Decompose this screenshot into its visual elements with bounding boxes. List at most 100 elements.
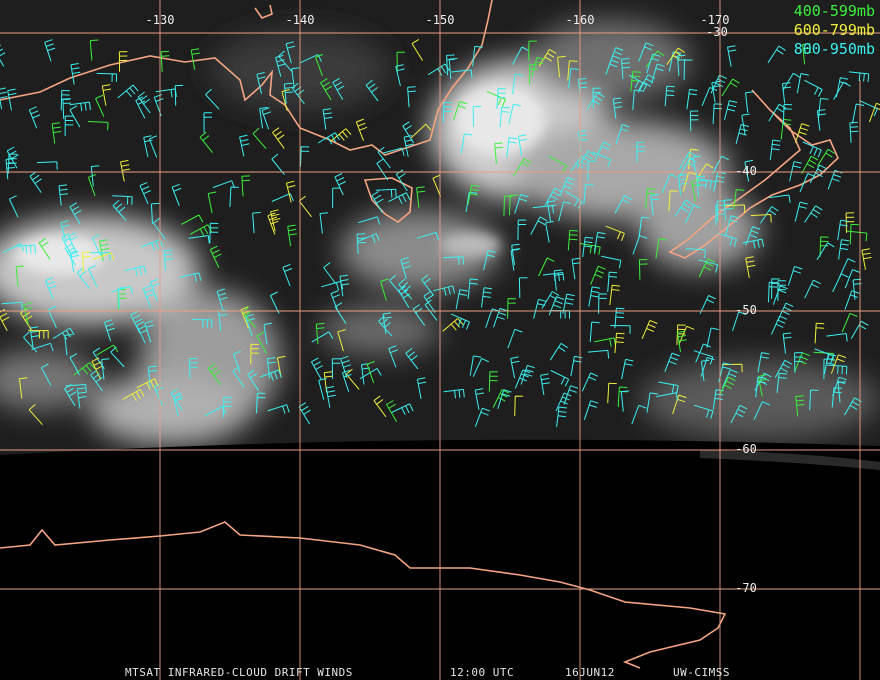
wind-barb bbox=[117, 84, 139, 99]
wind-barb bbox=[796, 73, 809, 94]
wind-barb bbox=[735, 124, 749, 145]
longitude-label: -130 bbox=[146, 13, 175, 27]
wind-barb bbox=[287, 224, 297, 247]
wind-barb bbox=[592, 87, 602, 109]
wind-barb bbox=[512, 73, 523, 95]
wind-barb bbox=[538, 257, 555, 277]
wind-barb bbox=[450, 313, 470, 330]
wind-barb bbox=[317, 132, 340, 145]
wind-barb bbox=[70, 63, 81, 85]
wind-barb bbox=[256, 72, 266, 94]
wind-barb bbox=[321, 280, 344, 291]
wind-barb bbox=[416, 186, 426, 208]
wind-barb bbox=[804, 205, 823, 223]
wind-barb bbox=[511, 46, 530, 65]
wind-barb bbox=[283, 82, 294, 104]
wind-barb bbox=[2, 243, 25, 254]
longitude-label: -140 bbox=[286, 13, 315, 27]
wind-barb bbox=[96, 72, 118, 82]
latitude-label: -50 bbox=[735, 303, 757, 317]
wind-barb bbox=[844, 269, 861, 289]
wind-barb bbox=[846, 230, 868, 242]
wind-barb bbox=[179, 272, 202, 282]
wind-barb bbox=[261, 107, 272, 130]
wind-barb bbox=[651, 63, 665, 84]
wind-barb bbox=[593, 231, 606, 253]
wind-barb bbox=[95, 94, 105, 117]
wind-barb bbox=[586, 92, 605, 110]
wind-barb bbox=[460, 133, 473, 154]
wind-barb bbox=[590, 265, 606, 285]
wind-barb bbox=[839, 258, 856, 278]
wind-barb bbox=[794, 352, 810, 372]
legend-entry: 400-599mb bbox=[794, 2, 875, 20]
wind-barb bbox=[621, 58, 631, 80]
wind-barb bbox=[110, 285, 133, 294]
wind-barb bbox=[87, 265, 98, 288]
wind-barb bbox=[232, 350, 242, 373]
wind-barb bbox=[727, 45, 737, 67]
wind-barb bbox=[391, 403, 414, 416]
wind-barb bbox=[47, 306, 57, 329]
wind-barb bbox=[395, 64, 405, 87]
wind-barb bbox=[389, 274, 403, 297]
wind-barb bbox=[646, 53, 661, 74]
wind-barb bbox=[689, 110, 699, 132]
wind-barb bbox=[614, 195, 632, 214]
wind-barb bbox=[528, 40, 537, 62]
wind-barb bbox=[377, 146, 391, 169]
wind-barb bbox=[567, 60, 578, 81]
wind-barb bbox=[416, 232, 439, 241]
wind-barb bbox=[672, 394, 687, 415]
wind-barb bbox=[677, 54, 686, 76]
wind-barb bbox=[396, 51, 406, 73]
wind-barb bbox=[143, 135, 153, 158]
wind-barb bbox=[407, 86, 416, 108]
wind-barb bbox=[844, 290, 860, 310]
wind-barb bbox=[170, 388, 183, 411]
wind-barb bbox=[15, 265, 25, 287]
wind-barb bbox=[755, 376, 766, 398]
wind-barb bbox=[700, 357, 715, 377]
wind-barb bbox=[594, 141, 612, 161]
wind-barb bbox=[7, 88, 17, 111]
wind-barb bbox=[373, 395, 387, 418]
wind-barb bbox=[242, 306, 256, 328]
wind-barb bbox=[587, 349, 610, 359]
wind-barb bbox=[23, 331, 38, 353]
wind-barb bbox=[340, 355, 352, 379]
wind-barb bbox=[96, 344, 119, 356]
wind-barb bbox=[508, 103, 522, 124]
wind-barb bbox=[658, 381, 679, 394]
wind-barb bbox=[203, 112, 213, 133]
wind-barb bbox=[282, 263, 293, 287]
wind-barb bbox=[768, 281, 778, 303]
wind-barb bbox=[684, 204, 702, 224]
wind-barb bbox=[28, 404, 43, 426]
wind-barb bbox=[831, 387, 843, 408]
wind-barb bbox=[229, 186, 239, 208]
wind-barb bbox=[76, 387, 87, 409]
wind-barb bbox=[816, 148, 836, 167]
wind-barb bbox=[136, 378, 159, 391]
wind-barb bbox=[650, 194, 660, 216]
wind-barb bbox=[614, 307, 625, 329]
wind-barb bbox=[503, 195, 513, 217]
wind-barb bbox=[769, 139, 781, 160]
wind-barb bbox=[472, 358, 490, 377]
wind-barb bbox=[18, 377, 28, 399]
wind-barb bbox=[638, 42, 654, 62]
wind-barb bbox=[366, 361, 375, 384]
wind-barb bbox=[112, 195, 133, 205]
wind-barb bbox=[330, 128, 352, 142]
wind-barb bbox=[804, 279, 821, 299]
wind-barb bbox=[771, 278, 780, 299]
wind-barb bbox=[571, 257, 581, 280]
wind-barb bbox=[136, 321, 148, 344]
wind-barb bbox=[315, 53, 324, 77]
wind-barb bbox=[122, 388, 145, 402]
latitude-label: -60 bbox=[735, 442, 757, 456]
wind-barb bbox=[678, 174, 688, 196]
wind-barb bbox=[510, 356, 520, 379]
wind-barb bbox=[252, 212, 261, 234]
